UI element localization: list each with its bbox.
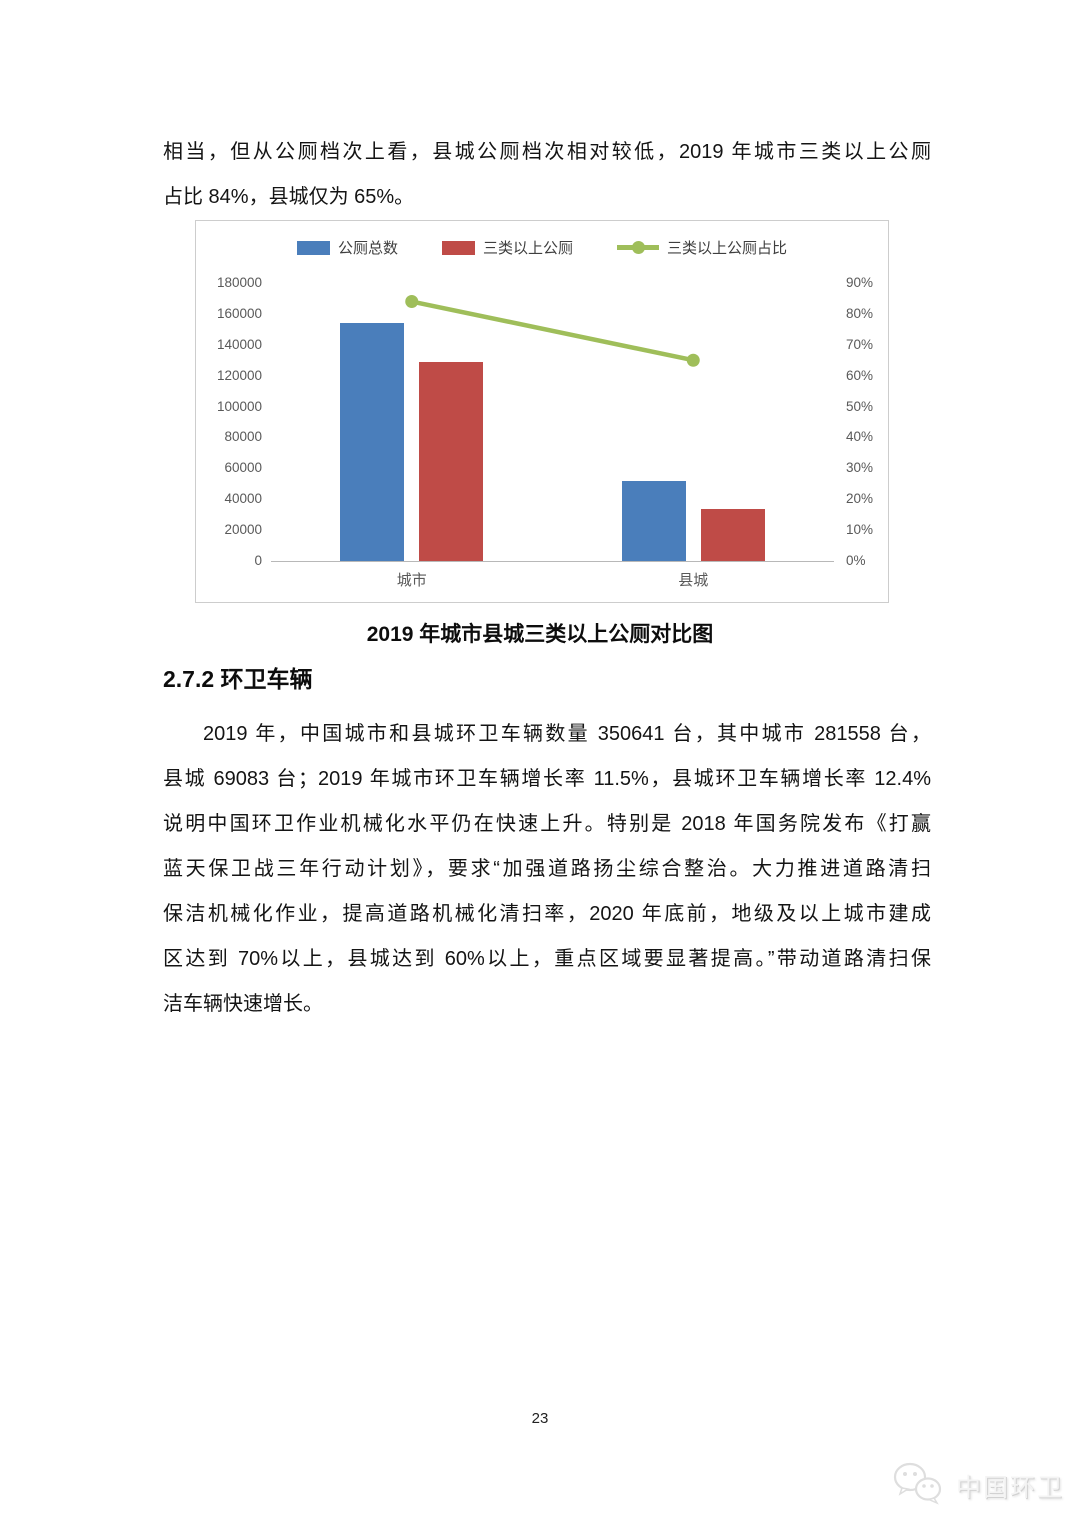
text-line: 2019 年，中国城市和县城环卫车辆数量 350641 台，其中城市 28155… — [203, 723, 931, 745]
body-paragraph: 2019 年，中国城市和县城环卫车辆数量 350641 台，其中城市 28155… — [163, 712, 931, 1027]
right-percent-axis: 90% 80% 70% 60% 50% 40% 30% 20% 10% 0% — [846, 275, 888, 568]
plot-area — [271, 283, 834, 562]
text-line: 占比 84%，县城仅为 65%。 — [163, 186, 415, 208]
text-line: 洁车辆快速增长。 — [163, 993, 323, 1015]
text-line: 蓝天保卫战三年行动计划》，要求“加强道路扬尘综合整治。大力推进道路清扫 — [163, 858, 931, 880]
axis-tick-label: 40000 — [224, 491, 262, 507]
axis-tick-label: 180000 — [216, 275, 262, 290]
category-label: 县城 — [678, 572, 709, 589]
axis-tick-label: 20% — [846, 491, 874, 507]
axis-tick-label: 20000 — [224, 522, 262, 538]
text-line: 说明中国环卫作业机械化水平仍在快速上升。特别是 2018 年国务院发布《打赢 — [163, 813, 931, 835]
page-number: 23 — [531, 1410, 549, 1427]
line-marker — [686, 353, 700, 367]
axis-tick-label: 90% — [846, 275, 874, 290]
figure-caption: 2019 年城市县城三类以上公厕对比图 — [366, 623, 714, 646]
axis-tick-label: 140000 — [216, 336, 262, 352]
legend-swatch — [296, 240, 330, 255]
intro-paragraph: 相当，但从公厕档次上看，县城公厕档次相对较低，2019 年城市三类以上公厕 占比 … — [163, 130, 931, 220]
legend-item: 三类以上公厕 — [441, 237, 573, 258]
axis-tick-label: 80000 — [224, 429, 262, 445]
axis-tick-label: 0 — [254, 553, 262, 568]
text-line: 保洁机械化作业，提高道路机械化清扫率，2020 年底前，地级及以上城市建成 — [163, 903, 931, 925]
axis-tick-label: 0% — [846, 553, 866, 568]
axis-tick-label: 160000 — [216, 305, 262, 321]
chart-legend: 公厕总数 三类以上公厕 三类以上公厕占比 — [196, 237, 888, 258]
axis-tick-label: 50% — [846, 398, 874, 414]
axis-tick-label: 70% — [846, 336, 874, 352]
wechat-icon — [890, 1460, 946, 1511]
bar-公厕总数-县城 — [621, 480, 686, 561]
axis-tick-label: 30% — [846, 460, 874, 476]
category-label: 城市 — [396, 572, 427, 589]
bar-三类以上公厕-城市 — [419, 361, 484, 561]
legend-label: 三类以上公厕 — [482, 240, 573, 257]
legend-label: 公厕总数 — [337, 240, 398, 257]
bar-三类以上公厕-县城 — [700, 508, 765, 561]
text-line: 区达到 70%以上，县城达到 60%以上，重点区域要显著提高。”带动道路清扫保 — [163, 948, 931, 970]
line-series — [405, 295, 700, 367]
axis-tick-label: 10% — [846, 522, 874, 538]
category-axis: 城市 县城 — [271, 569, 834, 590]
legend-swatch — [441, 240, 475, 255]
section-heading: 2.7.2 环卫车辆 — [163, 666, 313, 692]
axis-tick-label: 120000 — [216, 367, 262, 383]
axis-tick-label: 80% — [846, 305, 874, 321]
watermark-label: 中国环卫 — [955, 1473, 1064, 1502]
axis-tick-label: 40% — [846, 429, 874, 445]
legend-item: 公厕总数 — [296, 237, 398, 258]
axis-tick-label: 100000 — [216, 398, 262, 414]
bar-公厕总数-城市 — [340, 323, 405, 561]
text-line: 县城 69083 台；2019 年城市环卫车辆增长率 11.5%，县城环卫车辆增… — [163, 768, 931, 790]
legend-label: 三类以上公厕占比 — [667, 240, 788, 257]
axis-tick-label: 60% — [846, 367, 874, 383]
watermark: 中国环卫 — [890, 1460, 1064, 1511]
public-toilet-chart: 公厕总数 三类以上公厕 三类以上公厕占比 180000 160000 140000 120… — [195, 220, 889, 603]
line-marker — [405, 295, 419, 309]
legend-line-swatch — [617, 241, 659, 254]
text-line: 相当，但从公厕档次上看，县城公厕档次相对较低，2019 年城市三类以上公厕 — [163, 141, 931, 163]
left-value-axis: 180000 160000 140000 120000 100000 80000 60000… — [196, 275, 262, 568]
legend-item: 三类以上公厕占比 — [617, 237, 787, 258]
axis-tick-label: 60000 — [224, 460, 262, 476]
